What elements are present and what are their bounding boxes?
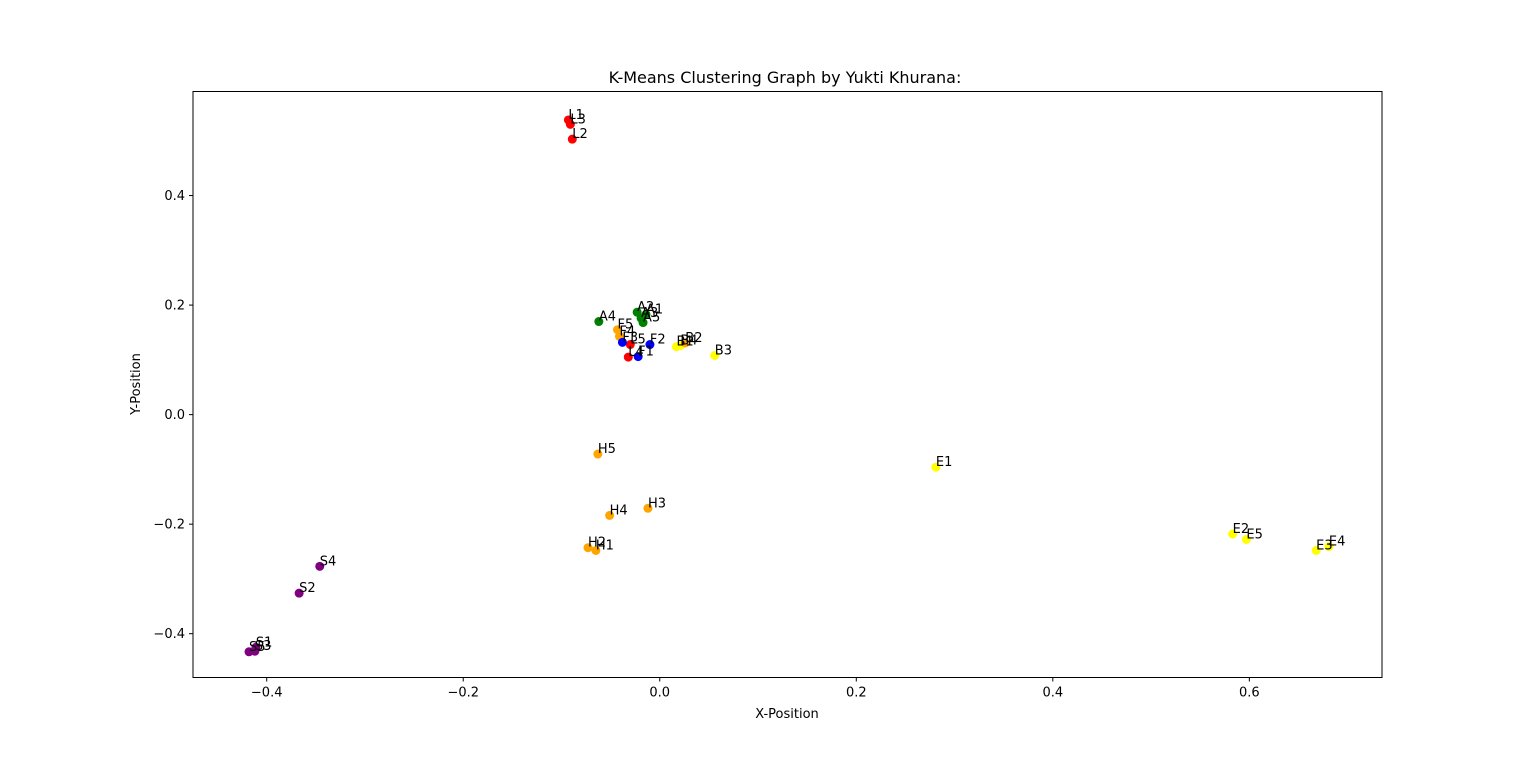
data-point-e3 — [1311, 545, 1321, 555]
point-label-h2: H2 — [588, 536, 606, 551]
y-axis: −0.4 −0.2 0.0 0.2 0.4 — [153, 189, 193, 642]
point-label-b3: B3 — [715, 343, 732, 358]
point-label-f2: F2 — [650, 333, 666, 348]
data-point-l5 — [625, 340, 635, 350]
point-label-h5: H5 — [598, 442, 616, 457]
data-point-l4 — [623, 352, 633, 362]
data-point-f1 — [633, 352, 643, 362]
x-tick-label: 0.6 — [1239, 686, 1260, 701]
data-point-s5 — [244, 647, 254, 657]
point-label-h4: H4 — [610, 503, 628, 518]
point-label-f3: F3 — [622, 330, 638, 345]
data-point-a4 — [594, 317, 604, 327]
point-label-f4: F4 — [619, 324, 635, 339]
point-label-s1: S1 — [256, 635, 273, 650]
data-point-f2 — [645, 340, 655, 350]
data-point-b3 — [710, 350, 720, 360]
x-axis-label: X-Position — [755, 707, 819, 722]
point-label-a4: A4 — [599, 310, 616, 325]
chart-title: K-Means Clustering Graph by Yukti Khuran… — [609, 68, 962, 87]
data-point-e4 — [1324, 542, 1334, 552]
y-tick-label: 0.0 — [164, 408, 185, 423]
point-label-b1: B1 — [676, 335, 693, 350]
point-label-a3: A3 — [641, 306, 658, 321]
y-tick-label: 0.2 — [164, 299, 185, 314]
data-point-s2 — [294, 588, 304, 598]
data-point-l2 — [567, 134, 577, 144]
data-point-f3 — [617, 337, 627, 347]
point-label-s2: S2 — [299, 581, 316, 596]
point-label-s3: S3 — [255, 639, 272, 654]
point-label-e1: E1 — [936, 455, 953, 470]
data-point-l3 — [565, 119, 575, 129]
data-points — [244, 115, 1334, 657]
point-label-l5: L5 — [630, 333, 646, 348]
x-axis: −0.4 −0.2 0.0 0.2 0.4 0.6 — [251, 677, 1260, 701]
point-label-h1: H1 — [596, 538, 614, 553]
x-tick-label: −0.4 — [251, 686, 283, 701]
data-point-h1 — [591, 545, 601, 555]
plot-area — [192, 91, 1383, 678]
data-point-a5 — [638, 318, 648, 328]
point-label-b4: B4 — [680, 334, 697, 349]
y-tick-label: 0.4 — [164, 189, 185, 204]
point-label-l4: L4 — [628, 345, 644, 360]
x-tick-label: −0.2 — [447, 686, 479, 701]
point-label-f1: F1 — [638, 345, 654, 360]
point-label-s4: S4 — [320, 554, 337, 569]
x-tick-label: 0.2 — [846, 686, 867, 701]
point-label-e5: E5 — [1246, 527, 1263, 542]
point-label-f5: F5 — [618, 318, 634, 333]
point-label-e3: E3 — [1316, 538, 1333, 553]
point-label-a1: A1 — [646, 302, 663, 317]
x-tick-label: 0.0 — [649, 686, 670, 701]
point-label-s5: S5 — [249, 640, 266, 655]
data-point-e5 — [1241, 534, 1251, 544]
data-point-h5 — [593, 449, 603, 459]
y-tick-label: −0.4 — [153, 627, 185, 642]
point-label-e4: E4 — [1329, 535, 1346, 550]
point-label-e2: E2 — [1233, 522, 1250, 537]
y-tick-label: −0.2 — [153, 518, 185, 533]
point-label-a5: A5 — [643, 311, 660, 326]
data-point-h4 — [605, 510, 615, 520]
point-label-a2: A2 — [637, 300, 654, 315]
data-point-s4 — [315, 561, 325, 571]
data-point-h2 — [583, 543, 593, 553]
data-point-b2 — [680, 338, 690, 348]
point-label-h3: H3 — [648, 496, 666, 511]
data-point-e2 — [1228, 529, 1238, 539]
y-axis-label: Y-Position — [129, 353, 144, 416]
point-label-l1: L1 — [568, 108, 584, 123]
x-tick-label: 0.4 — [1042, 686, 1063, 701]
data-point-e1 — [931, 462, 941, 472]
point-label-l3: L3 — [570, 112, 586, 127]
point-label-l2: L2 — [572, 127, 588, 142]
data-point-h3 — [643, 503, 653, 513]
point-label-b2: B2 — [685, 331, 702, 346]
